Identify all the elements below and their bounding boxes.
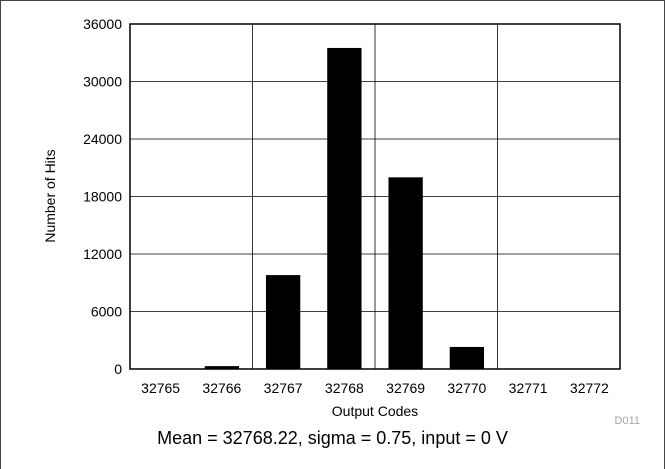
- x-tick-labels: 32765 32766 32767 32768 32769 32770 32771 32772: [141, 380, 609, 396]
- x-tick-label: 32767: [264, 380, 303, 396]
- x-tick-label: 32771: [509, 380, 548, 396]
- caption: Mean = 32768.22, sigma = 0.75, input = 0…: [157, 428, 508, 448]
- x-tick-label: 32772: [570, 380, 609, 396]
- x-axis-label: Output Codes: [332, 403, 418, 419]
- x-tick-label: 32769: [386, 380, 425, 396]
- y-tick-label: 18000: [83, 189, 122, 205]
- bar-32766: [204, 366, 240, 369]
- y-tick-label: 0: [114, 361, 122, 377]
- bar-32769: [388, 177, 423, 369]
- bars: [204, 47, 485, 369]
- x-tick-label: 32770: [447, 380, 486, 396]
- x-tick-label: 32766: [202, 380, 241, 396]
- x-tick-label: 32768: [325, 380, 364, 396]
- y-tick-label: 36000: [83, 16, 122, 32]
- bar-32768: [327, 47, 362, 369]
- bar-32767: [265, 275, 301, 369]
- y-axis-label: Number of Hits: [42, 149, 58, 242]
- figure-code: D011: [615, 415, 640, 427]
- plot-area-border: [129, 23, 621, 370]
- y-tick-labels: 0 6000 12000 18000 24000 30000 36000: [83, 16, 122, 377]
- y-tick-label: 30000: [83, 74, 122, 90]
- y-tick-label: 12000: [83, 246, 122, 262]
- bar-32770: [449, 346, 485, 369]
- x-tick-label: 32765: [141, 380, 180, 396]
- grid-lines: [130, 23, 620, 370]
- y-tick-label: 24000: [83, 131, 122, 147]
- y-tick-label: 6000: [91, 304, 122, 320]
